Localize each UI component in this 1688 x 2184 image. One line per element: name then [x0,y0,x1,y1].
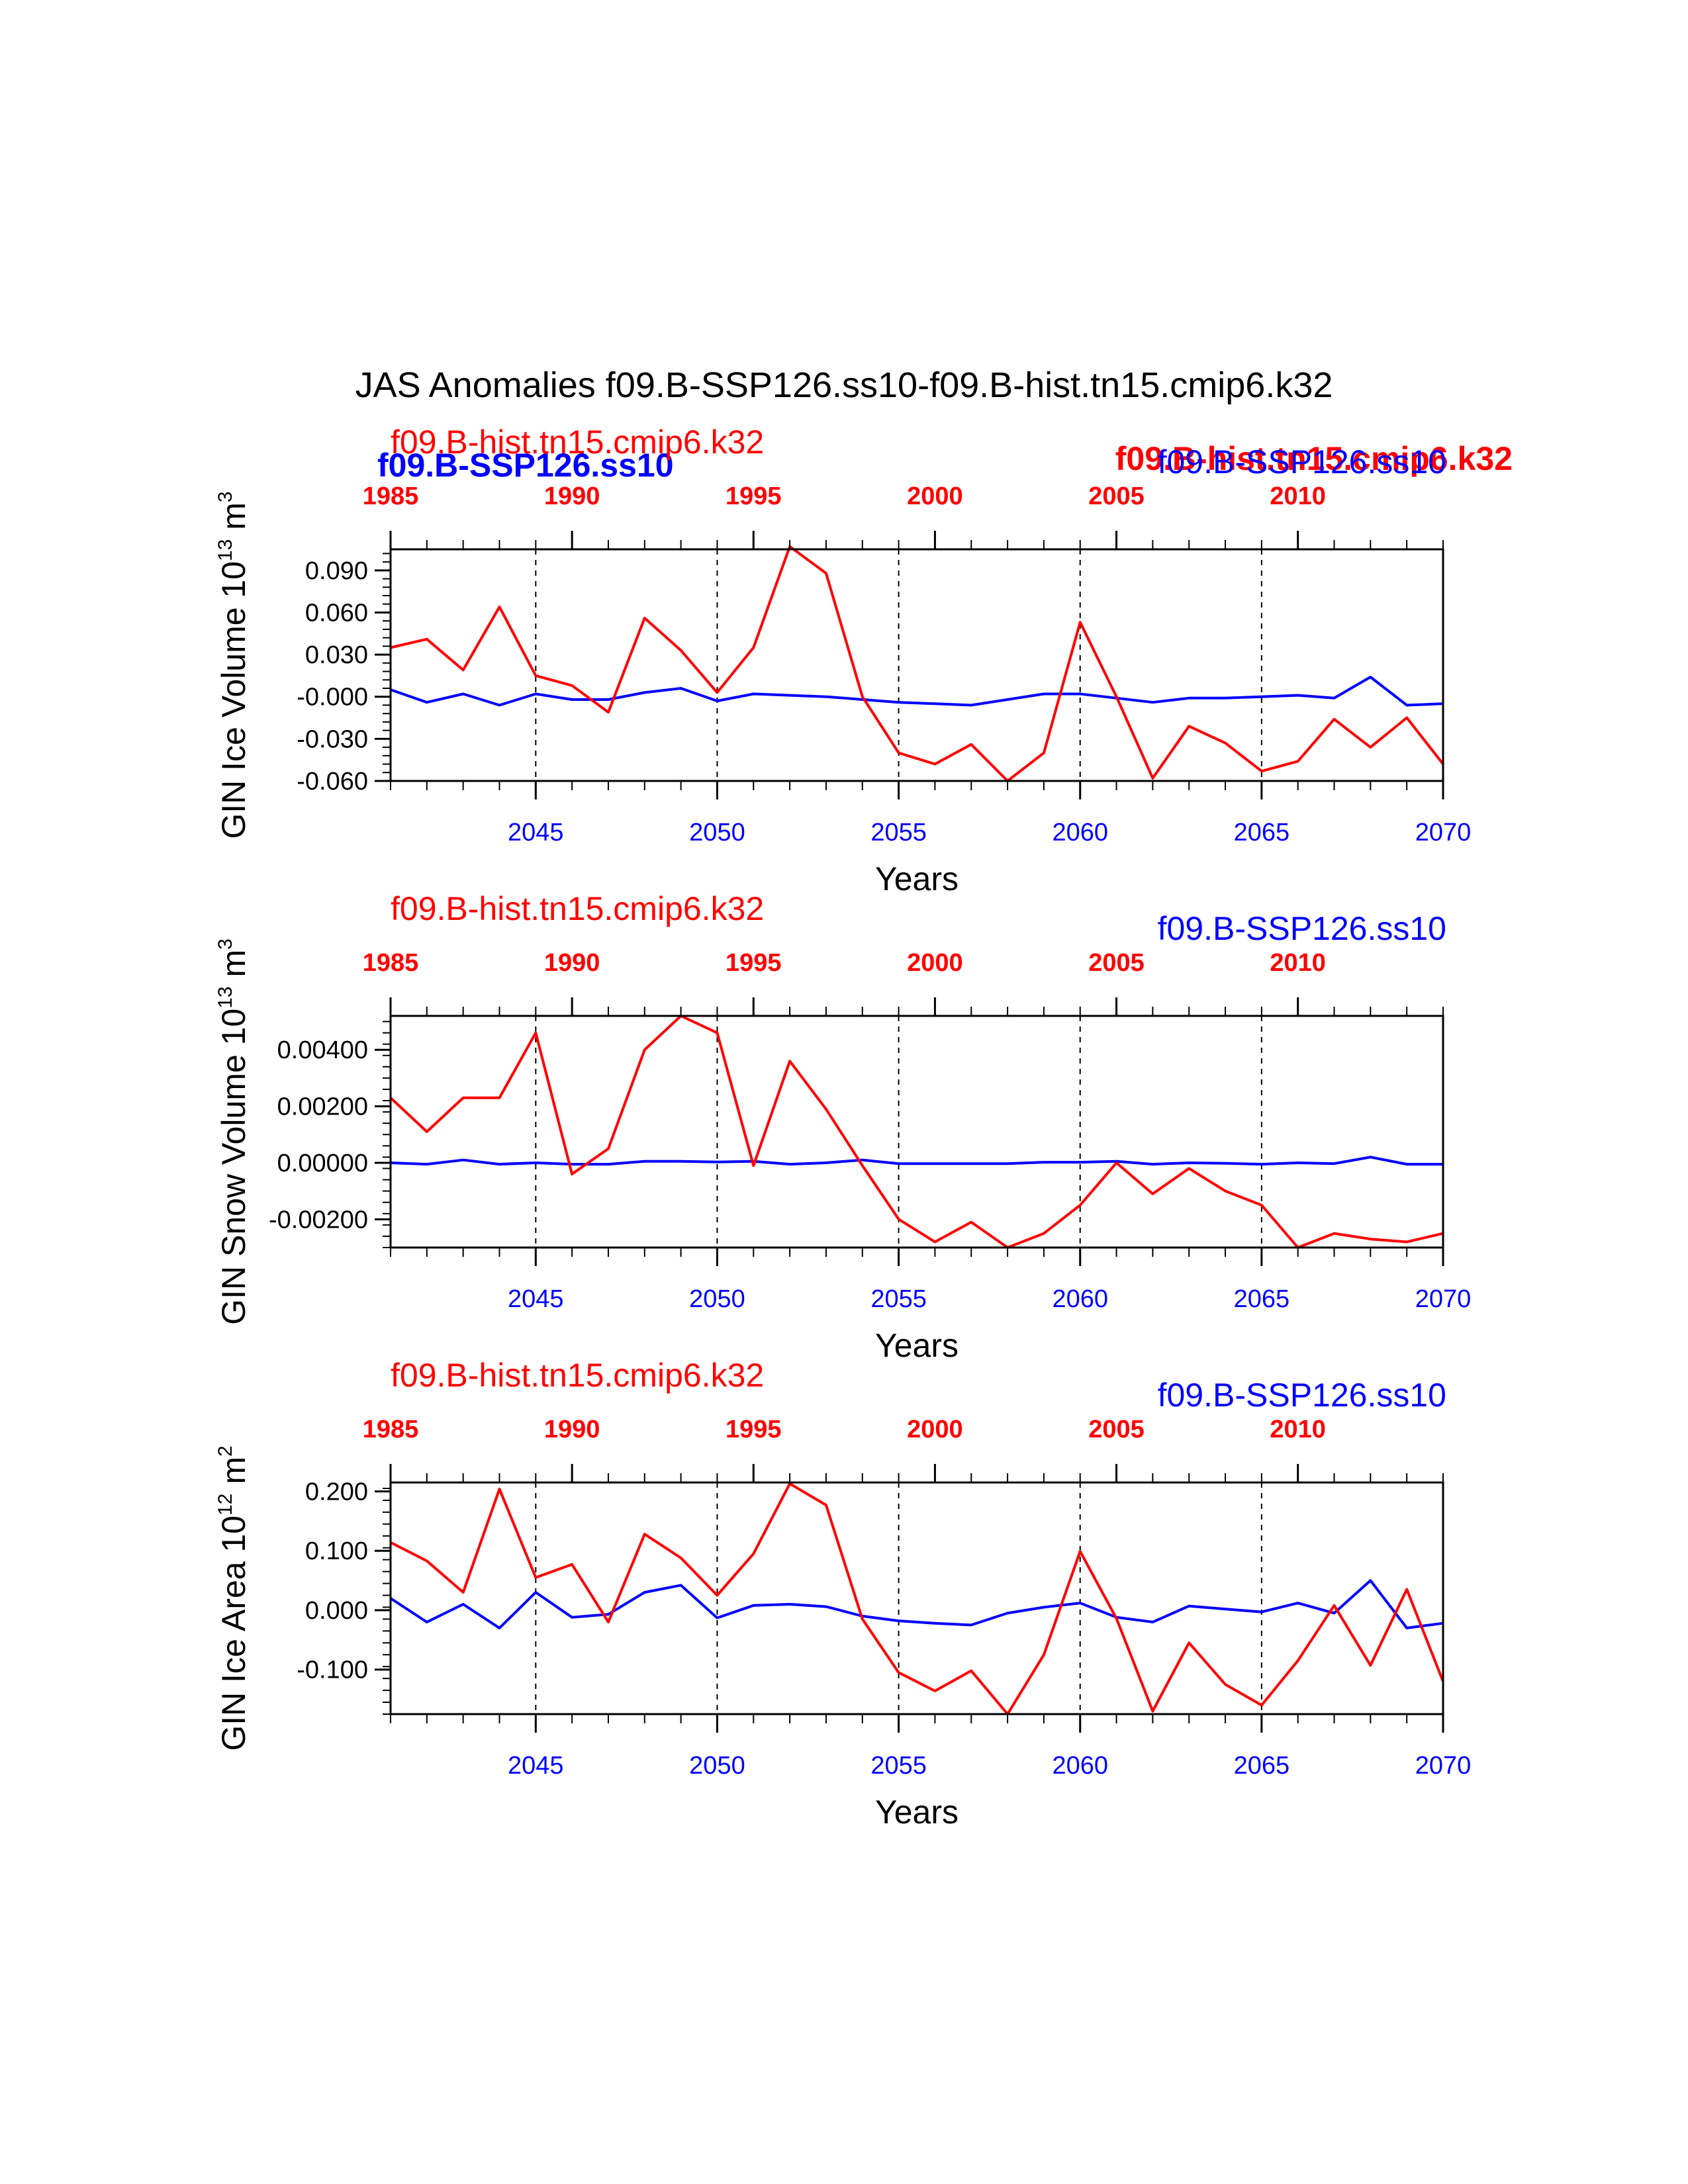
x-axis-title: Years [875,1794,959,1831]
legend-hist-label: f09.B-hist.tn15.cmip6.k32 [391,424,764,461]
y-axis-title: GIN Ice Volume 1013 m3 [214,491,252,839]
x-tick-label-bottom: 2065 [1234,1285,1290,1313]
x-tick-label-top: 2005 [1088,1416,1145,1443]
x-tick-label-bottom: 2045 [508,1285,564,1313]
x-tick-label-bottom: 2045 [508,1752,564,1780]
y-tick-label: -0.030 [297,725,368,753]
y-tick-label: -0.100 [297,1657,368,1684]
legend-hist-label: f09.B-hist.tn15.cmip6.k32 [391,890,764,927]
series-line-hist [390,1482,1444,1715]
x-tick-label-bottom: 2070 [1415,819,1472,846]
overlay-hist-bold-label: f09.B-hist.tn15.cmip6.k32 [1115,440,1513,477]
x-axis-title: Years [875,860,959,897]
x-tick-label-top: 2000 [907,1416,963,1443]
x-tick-label-bottom: 2050 [689,819,745,846]
y-tick-label: 0.100 [305,1537,368,1565]
x-tick-label-top: 1985 [363,949,419,977]
legend-ssp-label: f09.B-SSP126.ss10 [1158,910,1446,947]
x-tick-label-bottom: 2070 [1415,1285,1472,1313]
x-tick-label-bottom: 2070 [1415,1752,1472,1780]
x-tick-label-bottom: 2060 [1052,819,1108,846]
x-tick-label-bottom: 2060 [1052,1285,1108,1313]
x-tick-label-top: 1990 [544,482,600,510]
x-tick-label-bottom: 2060 [1052,1752,1108,1780]
overlay-ssp-bold-label: f09.B-SSP126.ss10 [377,447,674,484]
x-tick-label-top: 1995 [726,949,782,977]
x-tick-label-top: 2000 [907,949,963,977]
x-tick-label-bottom: 2050 [689,1285,745,1313]
x-tick-label-top: 2005 [1088,482,1145,510]
x-tick-label-top: 1990 [544,949,600,977]
legend-ssp-label: f09.B-SSP126.ss10 [1158,443,1446,480]
x-axis-title: Years [875,1327,959,1364]
series-line-hist [389,1015,1444,1249]
series-line-hist [390,545,1444,782]
x-tick-label-top: 1995 [726,482,782,510]
x-tick-label-bottom: 2045 [508,819,564,846]
x-tick-label-bottom: 2055 [870,1752,927,1780]
y-tick-label: 0.00400 [277,1036,368,1064]
x-tick-label-bottom: 2065 [1234,1752,1290,1780]
plot-frame [389,548,1444,782]
x-tick-label-top: 2010 [1270,1416,1326,1443]
x-tick-label-bottom: 2055 [870,1285,927,1313]
x-tick-label-top: 2000 [907,482,963,510]
series-line-ssp [389,1579,1444,1629]
y-axis-title: GIN Snow Volume 1013 m3 [214,938,252,1325]
y-tick-label: 0.030 [305,641,368,669]
x-tick-label-bottom: 2055 [870,819,927,846]
y-tick-label: 0.060 [305,599,368,627]
x-tick-label-top: 1995 [726,1416,782,1443]
panel-1: -0.060 -0.030 -0.000 0.030 0.060 0.090 2045 205… [214,424,1471,897]
series-line-ssp [390,676,1444,707]
x-tick-label-top: 1985 [363,482,419,510]
y-tick-label: 0.00000 [277,1150,368,1177]
y-tick-label: 0.200 [305,1478,368,1506]
panel-2: -0.00200 0.00000 0.00200 0.00400 2045 2050 205… [214,890,1471,1364]
legend-hist-label: f09.B-hist.tn15.cmip6.k32 [391,1357,764,1394]
y-axis-title: GIN Ice Area 1012 m2 [214,1445,252,1751]
y-tick-label: -0.00200 [269,1206,368,1234]
y-tick-label: 0.00200 [277,1093,368,1121]
series-line-ssp [390,1156,1443,1166]
x-tick-label-top: 2005 [1088,949,1145,977]
x-tick-label-top: 2010 [1270,949,1326,977]
y-tick-label: 0.090 [305,557,368,585]
plot-frame [389,1481,1444,1715]
panel-3: -0.100 0.000 0.100 0.200 2045 2050 2055 2060 206… [214,1357,1471,1831]
y-tick-label: -0.060 [297,768,368,796]
x-tick-label-top: 1985 [363,1416,419,1443]
x-tick-label-bottom: 2050 [689,1752,745,1780]
legend-ssp-label: f09.B-SSP126.ss10 [1158,1377,1446,1414]
x-tick-label-bottom: 2065 [1234,819,1290,846]
figure-title: JAS Anomalies f09.B-SSP126.ss10-f09.B-hi… [355,365,1333,405]
x-tick-label-top: 1990 [544,1416,600,1443]
plot-frame [389,1015,1444,1249]
x-tick-label-top: 2010 [1270,482,1326,510]
y-tick-label: 0.000 [305,1597,368,1625]
y-tick-label: -0.000 [297,684,368,711]
